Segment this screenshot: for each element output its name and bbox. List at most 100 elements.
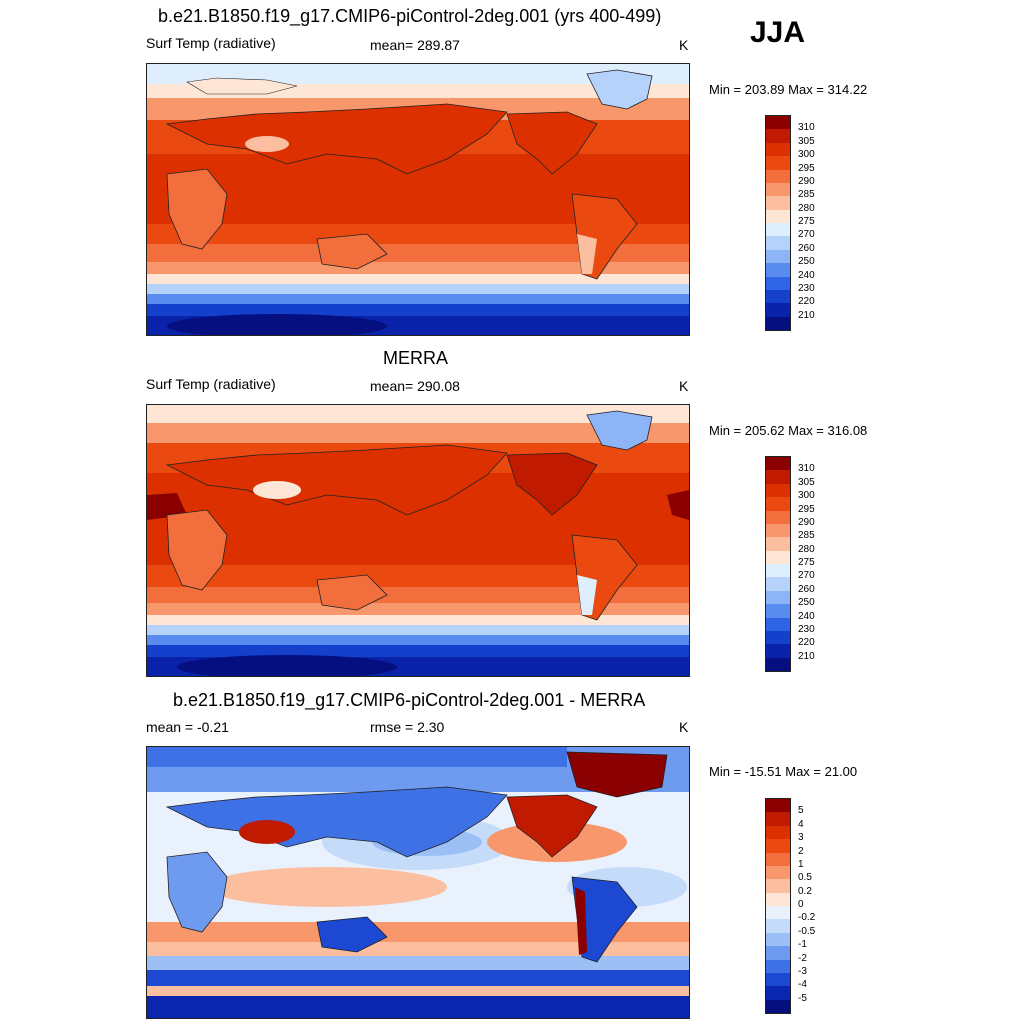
colorbar-swatch — [766, 604, 790, 618]
panel3-units-label: K — [679, 719, 689, 735]
colorbar-tick-label: 285 — [798, 189, 815, 201]
colorbar-swatch — [766, 276, 790, 290]
colorbar-tick-label: -4 — [798, 979, 807, 991]
colorbar-swatch — [766, 825, 790, 840]
colorbar-tick-label: 5 — [798, 805, 804, 817]
colorbar-swatch — [766, 657, 790, 671]
colorbar-swatch — [766, 523, 790, 538]
colorbar-swatch — [766, 116, 790, 130]
colorbar-swatch — [766, 303, 790, 317]
colorbar-tick-label: 270 — [798, 229, 815, 241]
colorbar-tick-label: 0 — [798, 899, 804, 910]
panel1-map — [146, 63, 690, 336]
colorbar-tick-label: 0.5 — [798, 872, 812, 884]
colorbar-tick-label: 260 — [798, 242, 815, 254]
colorbar-tick-label: 300 — [798, 490, 815, 502]
panel1-colorbar — [765, 115, 791, 331]
colorbar-tick-label: 270 — [798, 570, 815, 582]
colorbar-swatch — [766, 617, 790, 631]
panel1-map-field — [147, 64, 689, 335]
colorbar-swatch — [766, 497, 790, 511]
panel2-units-label: K — [679, 378, 689, 394]
colorbar-swatch — [766, 196, 790, 210]
colorbar-tick-label: 305 — [798, 135, 815, 147]
panel3-title: b.e21.B1850.f19_g17.CMIP6-piControl-2deg… — [173, 690, 646, 710]
colorbar-tick-label: -3 — [798, 965, 807, 977]
colorbar-swatch — [766, 892, 790, 906]
season-label: JJA — [750, 16, 806, 49]
panel2-map-field — [147, 405, 689, 676]
colorbar-tick-label: 285 — [798, 530, 815, 542]
colorbar-swatch — [766, 999, 790, 1013]
colorbar-tick-label: 280 — [798, 202, 815, 214]
colorbar-tick-label: 295 — [798, 162, 815, 174]
colorbar-swatch — [766, 590, 790, 605]
colorbar-tick-label: 305 — [798, 476, 815, 488]
colorbar-tick-label: 275 — [798, 216, 815, 227]
panel2-minmax-label: Min = 205.62 Max = 316.08 — [709, 423, 868, 438]
colorbar-tick-label: -5 — [798, 992, 807, 1004]
colorbar-swatch — [766, 839, 790, 853]
colorbar-swatch — [766, 537, 790, 551]
colorbar-tick-label: 260 — [798, 583, 815, 595]
colorbar-swatch — [766, 919, 790, 933]
colorbar-swatch — [766, 812, 790, 826]
colorbar-swatch — [766, 972, 790, 987]
colorbar-swatch — [766, 470, 790, 484]
colorbar-tick-label: -2 — [798, 952, 807, 964]
colorbar-tick-label: 290 — [798, 175, 815, 187]
colorbar-tick-label: 230 — [798, 623, 815, 635]
colorbar-swatch — [766, 865, 790, 880]
colorbar-swatch — [766, 852, 790, 866]
panel3-mean-label: mean = -0.21 — [146, 719, 229, 735]
colorbar-swatch — [766, 946, 790, 960]
colorbar-tick-label: 240 — [798, 610, 815, 622]
colorbar-tick-label: 280 — [798, 543, 815, 555]
colorbar-swatch — [766, 959, 790, 973]
colorbar-swatch — [766, 510, 790, 524]
colorbar-swatch — [766, 879, 790, 893]
colorbar-swatch — [766, 236, 790, 250]
colorbar-swatch — [766, 577, 790, 591]
colorbar-tick-label: 220 — [798, 296, 815, 308]
colorbar-tick-label: 290 — [798, 516, 815, 528]
colorbar-swatch — [766, 906, 790, 920]
colorbar-tick-label: 3 — [798, 832, 804, 844]
colorbar-swatch — [766, 223, 790, 237]
colorbar-tick-label: 310 — [798, 463, 815, 475]
colorbar-swatch — [766, 564, 790, 578]
panel3-minmax-label: Min = -15.51 Max = 21.00 — [709, 764, 858, 779]
colorbar-tick-label: 300 — [798, 149, 815, 161]
colorbar-swatch — [766, 483, 790, 498]
colorbar-swatch — [766, 799, 790, 813]
panel1-units-label: K — [679, 37, 689, 53]
panel2-variable-label: Surf Temp (radiative) — [146, 376, 276, 392]
colorbar-tick-label: 2 — [798, 845, 804, 857]
colorbar-tick-label: 4 — [798, 818, 804, 830]
panel2-mean-label: mean= 290.08 — [370, 378, 460, 394]
colorbar-swatch — [766, 457, 790, 471]
colorbar-swatch — [766, 644, 790, 658]
colorbar-swatch — [766, 932, 790, 947]
colorbar-tick-label: 220 — [798, 637, 815, 649]
panel3-map-field — [147, 747, 689, 1018]
colorbar-tick-label: 310 — [798, 122, 815, 134]
colorbar-swatch — [766, 182, 790, 197]
colorbar-swatch — [766, 142, 790, 157]
colorbar-tick-label: 240 — [798, 269, 815, 281]
colorbar-tick-label: 275 — [798, 557, 815, 568]
panel1-variable-label: Surf Temp (radiative) — [146, 35, 276, 51]
panel1-title: b.e21.B1850.f19_g17.CMIP6-piControl-2deg… — [158, 6, 662, 26]
panel1-mean-label: mean= 289.87 — [370, 37, 460, 53]
colorbar-swatch — [766, 316, 790, 330]
colorbar-tick-label: -0.2 — [798, 912, 816, 924]
colorbar-tick-label: 250 — [798, 256, 815, 268]
colorbar-swatch — [766, 156, 790, 170]
colorbar-swatch — [766, 209, 790, 223]
colorbar-swatch — [766, 630, 790, 645]
panel2-map — [146, 404, 690, 677]
panel3-colorbar — [765, 798, 791, 1014]
colorbar-swatch — [766, 169, 790, 183]
colorbar-swatch — [766, 129, 790, 143]
colorbar-swatch — [766, 249, 790, 264]
